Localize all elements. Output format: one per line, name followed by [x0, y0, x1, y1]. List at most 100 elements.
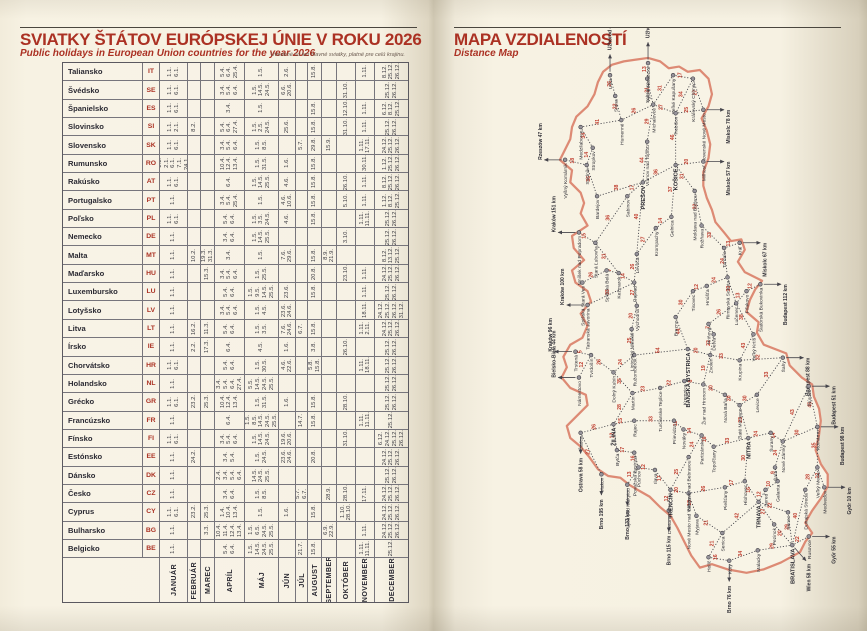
holiday-date: 1.12.	[381, 156, 388, 170]
holiday-cell	[337, 154, 356, 173]
city-dot	[755, 548, 760, 553]
distance-label: 30	[741, 455, 747, 461]
holiday-cell	[322, 209, 337, 228]
distance-label: 13	[726, 241, 732, 247]
distance-label: 15	[581, 233, 587, 239]
border-distance-label: Brno 195 km	[599, 499, 605, 530]
holiday-cell	[337, 411, 356, 429]
holiday-cell: 15.8.	[308, 246, 322, 264]
city-dot	[694, 513, 699, 518]
holiday-cell: 1.1.	[160, 283, 188, 301]
holiday-date: 5.4.	[223, 323, 230, 334]
distance-label: 17	[629, 185, 635, 191]
road-line	[670, 489, 690, 494]
table-row: Holandsko NL 1.1. 3.4. 5.4. 6.4. 27.4. 5.5. 14.5…	[63, 374, 408, 394]
holiday-cell: 3.3.	[201, 521, 215, 539]
holiday-date: 15.8.	[311, 542, 318, 556]
holiday-date: 26.12.	[395, 155, 402, 172]
road-line	[594, 195, 628, 244]
border-arrow	[794, 547, 807, 562]
holiday-date: 20.6.	[287, 83, 294, 97]
holiday-cell	[308, 81, 322, 99]
holiday-cell: 1.6.	[279, 393, 296, 411]
holiday-cell: 23.2.	[188, 393, 201, 411]
holiday-date: 5.4.	[223, 378, 230, 389]
distance-label: 31	[657, 85, 663, 91]
holiday-cell: 1.1. 6.1.	[160, 173, 188, 191]
distance-label: 17	[657, 475, 663, 481]
holiday-cell	[337, 319, 356, 338]
road-line	[580, 119, 622, 128]
holiday-date: 1.1.	[167, 396, 174, 407]
month-label: AUGUST	[310, 564, 319, 597]
road-line	[646, 62, 649, 80]
holiday-cell	[296, 99, 308, 118]
holiday-cell	[201, 154, 215, 173]
holiday-cell	[322, 503, 337, 521]
city-label: Rajec	[632, 424, 638, 437]
holiday-date: 6.7.	[298, 323, 305, 334]
holiday-date: 14.5.	[255, 376, 262, 391]
month-cell: APRÍL	[215, 558, 245, 603]
holiday-cell: 7.6. 24.6.	[279, 319, 296, 338]
holiday-date: 25.12.	[388, 503, 395, 521]
holiday-cell: 1.1.	[160, 448, 188, 466]
holiday-cell: 1.11.	[356, 521, 375, 539]
road-line	[578, 354, 592, 379]
country-code: ES	[143, 99, 160, 118]
holiday-cell: 6.4.	[215, 411, 245, 429]
city-dot	[771, 522, 777, 527]
holiday-date: 1.1.	[167, 176, 174, 187]
holiday-date: 31.3.	[207, 248, 214, 262]
holiday-date: 24.6.	[287, 450, 294, 464]
holiday-cell: 5.4. 6.4.	[215, 319, 245, 338]
holiday-date: 1.5.	[248, 543, 255, 554]
holiday-date: 3.4.	[223, 231, 230, 242]
holiday-cell: 3.4. 5.4. 6.4.	[215, 429, 245, 448]
city-label: ŽILINA	[610, 428, 618, 446]
country-name: Portugalsko	[63, 191, 143, 209]
holiday-cell: 4.6. 22.6.	[279, 356, 296, 374]
holiday-cell	[296, 63, 308, 81]
holiday-date: 5.4.	[223, 543, 230, 554]
distance-label: 14	[658, 218, 664, 224]
holiday-date: 26.12.	[395, 265, 402, 282]
table-row: Grécko GR 1.1. 6.1. 23.2. 25.3. 10.4. 12.4. 13.4…	[63, 393, 408, 412]
city-label: Lučenec	[734, 306, 740, 325]
month-label: MAREC	[203, 566, 212, 595]
holiday-date: 25.12.	[385, 283, 392, 300]
city-label: Michalovce	[651, 108, 657, 133]
country-name: Španielsko	[63, 99, 143, 118]
city-dot	[722, 392, 728, 398]
road-line	[616, 449, 635, 454]
holiday-cell: 1.5. 30.5.	[245, 356, 279, 374]
city-label: Nové Zámky	[781, 444, 787, 472]
city-label: Makov	[599, 477, 605, 492]
holiday-date: 5.7.	[296, 488, 302, 499]
holiday-cell: 11.3.	[201, 319, 215, 338]
holiday-cell: 1.1.	[160, 338, 188, 356]
road-line	[723, 242, 741, 249]
distance-label: 34	[679, 91, 685, 97]
city-dot	[669, 214, 674, 220]
city-label: Krupina	[738, 363, 744, 380]
country-code: SI	[143, 118, 160, 136]
holiday-date: 24.5.	[265, 413, 272, 427]
holiday-cell: 25.12. 26.12.	[375, 338, 408, 355]
city-label: Sobrance	[645, 82, 651, 103]
holiday-date: 26.12.	[391, 228, 398, 245]
city-label: Rožňava	[700, 229, 706, 249]
holiday-date: 24.5.	[265, 83, 272, 97]
city-dot	[651, 102, 656, 107]
city-label: Hriňová	[707, 327, 713, 344]
holiday-cell: 16.2.	[188, 319, 201, 338]
holiday-date: 25.5.	[265, 230, 272, 244]
city-label: Detva	[712, 338, 718, 351]
holiday-cell	[201, 484, 215, 503]
city-label: Štúrovo	[806, 389, 813, 406]
road-line	[709, 354, 741, 361]
holiday-date: 25.5.	[268, 376, 275, 391]
city-dot	[630, 390, 635, 396]
holiday-date: 17.11.	[361, 485, 368, 502]
holiday-cell: 14.5. 24.5. 25.5.	[245, 466, 279, 484]
